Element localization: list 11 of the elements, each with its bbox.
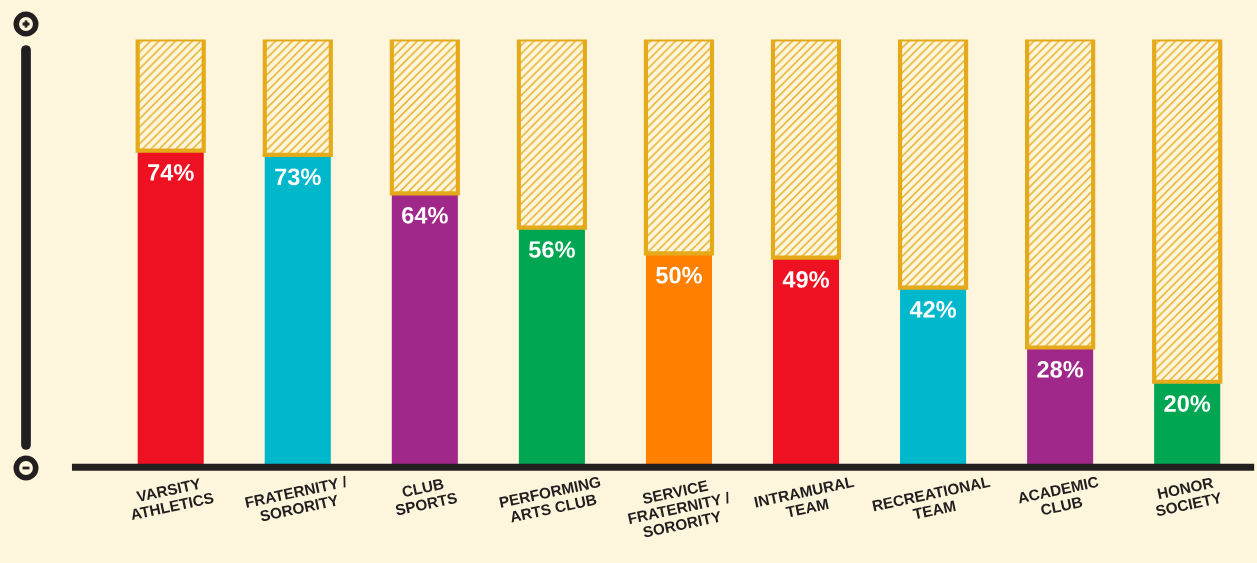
x-tick-label: CLUB SPORTS: [394, 478, 458, 516]
data-label: 73%: [275, 168, 321, 186]
data-label: 42%: [909, 301, 957, 318]
data-label: 49%: [782, 271, 830, 288]
data-label: 50%: [656, 266, 702, 284]
data-label: 64%: [402, 206, 448, 224]
data-label: 20%: [1164, 395, 1211, 412]
data-label: 28%: [1037, 360, 1084, 378]
data-label: 74%: [148, 164, 194, 181]
x-tick-label: HONOR SOCIETY: [1155, 477, 1223, 517]
data-label: 56%: [528, 241, 575, 258]
